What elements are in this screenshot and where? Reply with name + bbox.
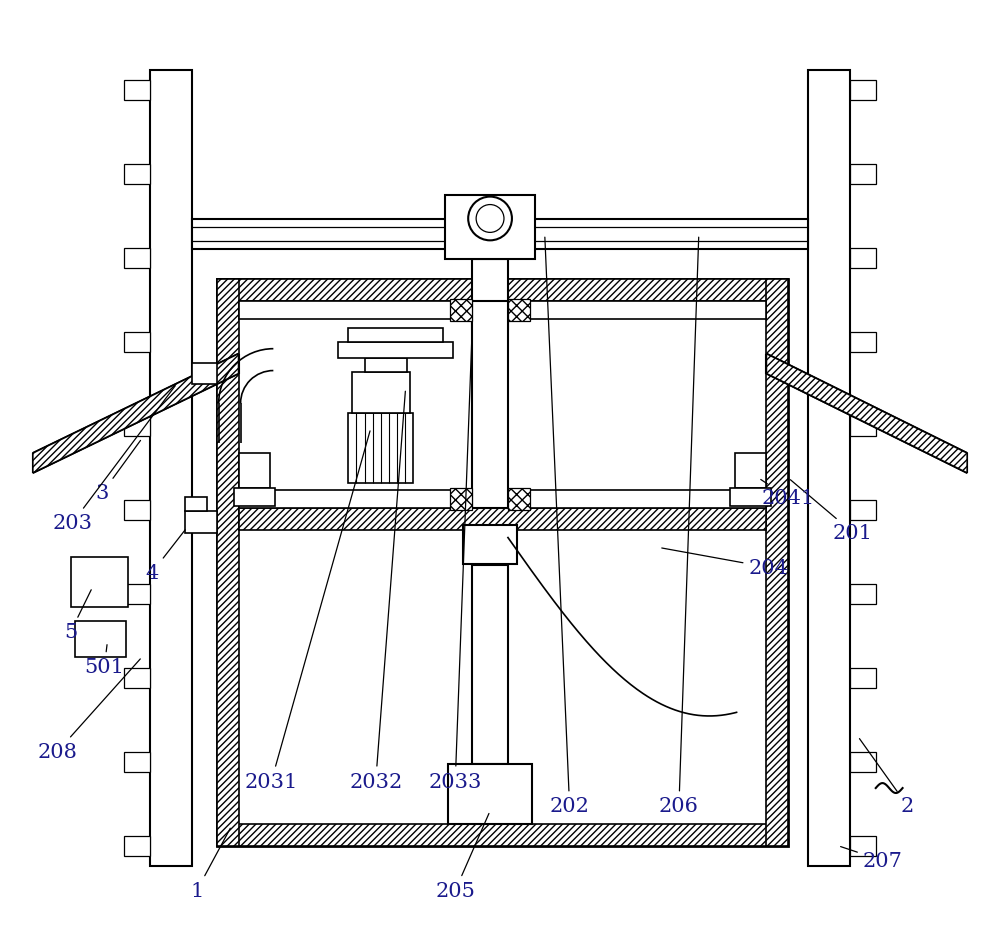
Bar (850, 417, 876, 436)
Bar (472, 302, 508, 509)
Bar (365, 358, 407, 372)
Text: 2: 2 (859, 739, 914, 816)
Bar (508, 490, 766, 509)
Bar (124, 333, 150, 353)
Bar (348, 414, 413, 483)
Bar (850, 668, 876, 688)
Bar (450, 488, 472, 510)
Bar (850, 82, 876, 101)
Text: 5: 5 (64, 590, 91, 642)
Bar (348, 329, 443, 342)
Bar (150, 71, 192, 866)
Text: 2041: 2041 (761, 480, 815, 508)
Bar (338, 342, 453, 358)
Bar (192, 363, 217, 385)
Bar (850, 585, 876, 604)
Text: 208: 208 (38, 659, 140, 761)
Bar (508, 488, 530, 510)
Bar (445, 196, 535, 260)
Bar (192, 220, 808, 250)
Bar (472, 566, 508, 765)
Bar (730, 488, 771, 506)
Bar (217, 280, 239, 845)
Text: 2031: 2031 (245, 432, 370, 791)
Bar (508, 302, 766, 319)
Text: 501: 501 (84, 645, 124, 677)
Bar (850, 836, 876, 856)
Bar (124, 165, 150, 185)
Bar (124, 585, 150, 604)
Text: 206: 206 (659, 238, 699, 816)
Bar (448, 765, 532, 824)
Polygon shape (766, 354, 967, 473)
Bar (124, 752, 150, 772)
Bar (850, 333, 876, 353)
Text: 3: 3 (96, 441, 141, 503)
Bar (124, 500, 150, 521)
Text: 2032: 2032 (349, 392, 405, 791)
Bar (185, 497, 207, 511)
Bar (124, 668, 150, 688)
Bar (71, 558, 128, 608)
Bar (352, 372, 410, 414)
Text: 1: 1 (190, 829, 230, 900)
Bar (217, 824, 788, 845)
Text: 204: 204 (662, 548, 788, 577)
Bar (239, 302, 472, 319)
Bar (124, 249, 150, 269)
Polygon shape (33, 354, 239, 473)
Bar (217, 280, 788, 302)
Text: 201: 201 (790, 480, 873, 543)
Bar (239, 454, 270, 488)
Bar (124, 836, 150, 856)
Bar (217, 280, 788, 845)
Bar (766, 280, 788, 845)
Bar (850, 249, 876, 269)
Text: 4: 4 (145, 530, 185, 582)
Bar (472, 260, 508, 329)
Text: 203: 203 (53, 386, 175, 533)
Bar (239, 490, 472, 509)
Bar (239, 509, 766, 530)
Bar (75, 622, 126, 657)
Bar (185, 511, 217, 533)
Bar (850, 752, 876, 772)
Bar (450, 300, 472, 321)
Bar (808, 71, 850, 866)
Bar (124, 82, 150, 101)
Text: 2033: 2033 (429, 332, 482, 791)
Text: 202: 202 (545, 238, 590, 816)
Bar (234, 488, 275, 506)
Bar (463, 525, 517, 565)
Bar (850, 165, 876, 185)
Bar (508, 300, 530, 321)
Text: 207: 207 (841, 846, 903, 870)
Bar (735, 454, 766, 488)
Bar (124, 417, 150, 436)
Bar (850, 500, 876, 521)
Text: 205: 205 (435, 814, 489, 900)
